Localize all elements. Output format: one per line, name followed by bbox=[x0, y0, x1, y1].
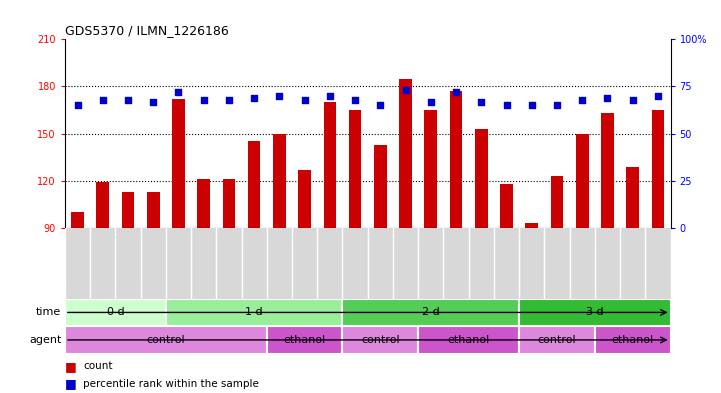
Point bbox=[173, 89, 185, 95]
Text: GDS5370 / ILMN_1226186: GDS5370 / ILMN_1226186 bbox=[65, 24, 229, 37]
Point bbox=[147, 98, 159, 105]
Bar bbox=[71, 212, 84, 228]
Bar bbox=[342, 299, 519, 326]
Bar bbox=[652, 110, 664, 228]
Point bbox=[224, 97, 235, 103]
Text: 1 d: 1 d bbox=[245, 307, 263, 318]
Bar bbox=[273, 134, 286, 228]
Text: ■: ■ bbox=[65, 377, 76, 390]
Point bbox=[122, 97, 134, 103]
Text: control: control bbox=[146, 335, 185, 345]
Bar bbox=[601, 113, 614, 228]
Text: percentile rank within the sample: percentile rank within the sample bbox=[83, 379, 259, 389]
Bar bbox=[576, 134, 588, 228]
Bar bbox=[248, 141, 260, 228]
Bar bbox=[425, 110, 437, 228]
Bar bbox=[500, 184, 513, 228]
Bar bbox=[526, 223, 538, 228]
Text: 0 d: 0 d bbox=[107, 307, 124, 318]
Bar bbox=[349, 110, 361, 228]
Text: agent: agent bbox=[29, 335, 61, 345]
Bar bbox=[65, 299, 166, 326]
Text: ethanol: ethanol bbox=[283, 335, 326, 345]
Text: ■: ■ bbox=[65, 360, 76, 373]
Bar bbox=[166, 299, 342, 326]
Point bbox=[577, 97, 588, 103]
Bar bbox=[97, 182, 109, 228]
Bar bbox=[418, 326, 519, 354]
Text: time: time bbox=[36, 307, 61, 318]
Bar bbox=[551, 176, 563, 228]
Bar bbox=[450, 91, 462, 228]
Bar bbox=[223, 179, 235, 228]
Text: ethanol: ethanol bbox=[611, 335, 654, 345]
Text: count: count bbox=[83, 361, 112, 371]
Text: ethanol: ethanol bbox=[448, 335, 490, 345]
Point bbox=[97, 97, 108, 103]
Bar bbox=[298, 170, 311, 228]
Bar bbox=[122, 192, 134, 228]
Bar bbox=[595, 326, 671, 354]
Bar bbox=[475, 129, 487, 228]
Point bbox=[72, 102, 83, 108]
Point bbox=[500, 102, 512, 108]
Text: 3 d: 3 d bbox=[586, 307, 603, 318]
Point bbox=[399, 87, 411, 94]
Text: control: control bbox=[538, 335, 576, 345]
Point bbox=[298, 97, 310, 103]
Point bbox=[274, 93, 286, 99]
Point bbox=[551, 102, 562, 108]
Point bbox=[349, 97, 360, 103]
Bar bbox=[172, 99, 185, 228]
Bar bbox=[267, 326, 342, 354]
Point bbox=[652, 93, 663, 99]
Bar bbox=[65, 326, 267, 354]
Bar bbox=[342, 326, 418, 354]
Bar bbox=[198, 179, 210, 228]
Point bbox=[476, 98, 487, 105]
Bar bbox=[147, 192, 159, 228]
Point bbox=[425, 98, 436, 105]
Bar bbox=[519, 326, 595, 354]
Text: control: control bbox=[361, 335, 399, 345]
Point bbox=[450, 89, 461, 95]
Point bbox=[526, 102, 537, 108]
Bar bbox=[627, 167, 639, 228]
Point bbox=[375, 102, 386, 108]
Point bbox=[324, 93, 335, 99]
Point bbox=[248, 95, 260, 101]
Point bbox=[198, 97, 210, 103]
Text: 2 d: 2 d bbox=[422, 307, 440, 318]
Bar bbox=[399, 79, 412, 228]
Bar bbox=[519, 299, 671, 326]
Point bbox=[601, 95, 613, 101]
Bar bbox=[324, 102, 336, 228]
Point bbox=[627, 97, 639, 103]
Bar bbox=[374, 145, 386, 228]
